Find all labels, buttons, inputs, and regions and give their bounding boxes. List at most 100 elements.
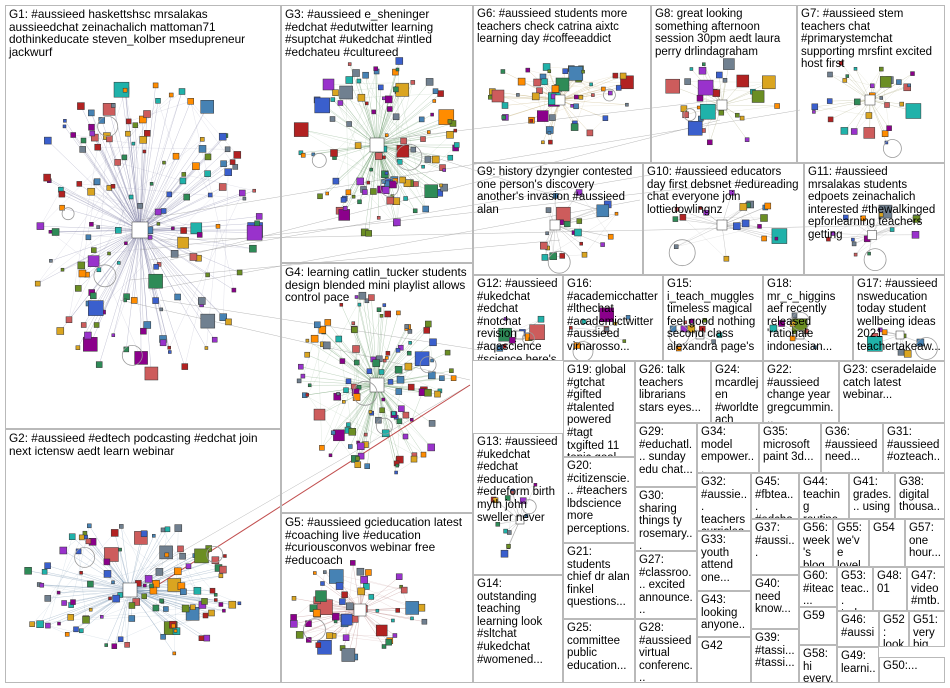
vertex[interactable] — [524, 513, 529, 518]
vertex[interactable] — [396, 455, 404, 464]
vertex[interactable] — [385, 351, 391, 356]
vertex[interactable] — [343, 387, 349, 393]
vertex[interactable] — [190, 222, 203, 235]
vertex[interactable] — [353, 359, 360, 366]
vertex[interactable] — [406, 350, 412, 356]
vertex[interactable] — [88, 607, 93, 612]
vertex[interactable] — [389, 180, 397, 189]
vertex[interactable] — [398, 405, 405, 412]
vertex[interactable] — [312, 609, 321, 617]
group-panel-g54[interactable]: G54 — [869, 519, 905, 567]
vertex[interactable] — [307, 383, 312, 388]
vertex[interactable] — [688, 319, 694, 324]
group-panel-g44[interactable]: G44: teaching routine... — [799, 473, 849, 519]
vertex[interactable] — [122, 87, 128, 93]
vertex[interactable] — [144, 130, 151, 137]
vertex[interactable] — [213, 593, 218, 597]
vertex[interactable] — [171, 623, 176, 629]
vertex[interactable] — [439, 183, 443, 188]
vertex[interactable] — [376, 307, 382, 312]
vertex[interactable] — [107, 251, 111, 256]
vertex[interactable] — [548, 139, 553, 145]
vertex[interactable] — [187, 98, 194, 105]
vertex[interactable] — [774, 103, 780, 109]
vertex[interactable] — [500, 69, 506, 74]
vertex[interactable] — [392, 113, 400, 121]
vertex[interactable] — [64, 632, 70, 637]
vertex[interactable] — [428, 420, 436, 427]
vertex[interactable] — [762, 75, 776, 90]
vertex[interactable] — [358, 291, 367, 300]
vertex[interactable] — [427, 443, 435, 452]
vertex[interactable] — [200, 137, 205, 142]
vertex[interactable] — [905, 103, 922, 119]
vertex[interactable] — [393, 86, 399, 93]
vertex[interactable] — [385, 638, 392, 646]
vertex[interactable] — [356, 78, 362, 84]
vertex[interactable] — [78, 269, 87, 278]
vertex[interactable] — [90, 292, 97, 300]
vertex[interactable] — [492, 497, 499, 503]
group-panel-g21[interactable]: G21: students chief dr alan finkel quest… — [563, 543, 635, 619]
group-panel-g29[interactable]: G29: #educhatl... sunday edu chat... — [635, 423, 697, 487]
vertex[interactable] — [117, 261, 121, 265]
vertex[interactable] — [237, 601, 242, 606]
vertex[interactable] — [193, 587, 202, 595]
vertex[interactable] — [114, 159, 121, 166]
vertex[interactable] — [172, 651, 177, 656]
vertex[interactable] — [907, 83, 911, 88]
vertex[interactable] — [328, 453, 333, 458]
vertex[interactable] — [703, 209, 709, 216]
vertex[interactable] — [123, 298, 127, 303]
vertex[interactable] — [382, 358, 387, 363]
vertex[interactable] — [34, 280, 41, 287]
vertex[interactable] — [830, 231, 836, 236]
vertex[interactable] — [683, 320, 688, 325]
vertex[interactable] — [156, 222, 161, 226]
vertex[interactable] — [131, 141, 136, 146]
vertex[interactable] — [183, 193, 190, 201]
vertex[interactable] — [735, 112, 740, 118]
vertex[interactable] — [57, 621, 61, 626]
vertex[interactable] — [863, 127, 876, 139]
vertex[interactable] — [680, 105, 688, 112]
group-panel-g51[interactable]: G51: very big... — [909, 611, 945, 647]
vertex[interactable] — [345, 76, 354, 84]
group-panel-g56[interactable]: G56: week's blog... — [799, 519, 833, 567]
vertex[interactable] — [204, 346, 209, 350]
vertex[interactable] — [911, 231, 920, 239]
vertex[interactable] — [886, 125, 892, 131]
vertex[interactable] — [404, 362, 413, 371]
vertex[interactable] — [124, 241, 128, 246]
vertex[interactable] — [56, 590, 61, 595]
group-panel-g6[interactable]: G6: #aussieed students more teachers che… — [473, 5, 651, 163]
vertex[interactable] — [619, 72, 627, 80]
hub-vertex[interactable] — [131, 221, 149, 239]
vertex[interactable] — [381, 186, 390, 194]
vertex[interactable] — [851, 241, 857, 247]
vertex[interactable] — [551, 85, 560, 93]
group-panel-g46[interactable]: G46: #aussi... #aussi... — [837, 611, 879, 647]
vertex[interactable] — [181, 363, 189, 370]
vertex[interactable] — [159, 598, 164, 604]
vertex[interactable] — [896, 79, 902, 85]
vertex[interactable] — [73, 626, 79, 633]
vertex[interactable] — [379, 314, 384, 318]
vertex[interactable] — [398, 344, 404, 351]
vertex[interactable] — [148, 273, 163, 289]
vertex[interactable] — [591, 93, 595, 97]
vertex[interactable] — [432, 88, 439, 94]
vertex[interactable] — [402, 411, 410, 419]
vertex[interactable] — [395, 388, 403, 395]
hub-vertex[interactable] — [554, 94, 566, 106]
vertex[interactable] — [867, 251, 871, 256]
vertex[interactable] — [840, 127, 849, 135]
vertex[interactable] — [180, 588, 187, 596]
group-panel-g20[interactable]: G20: #citizenscie... #teachers lbdscienc… — [563, 457, 635, 543]
vertex[interactable] — [68, 533, 76, 540]
vertex[interactable] — [425, 78, 434, 86]
vertex[interactable] — [569, 326, 573, 330]
vertex[interactable] — [736, 74, 750, 88]
vertex[interactable] — [764, 202, 772, 210]
vertex[interactable] — [155, 568, 164, 576]
